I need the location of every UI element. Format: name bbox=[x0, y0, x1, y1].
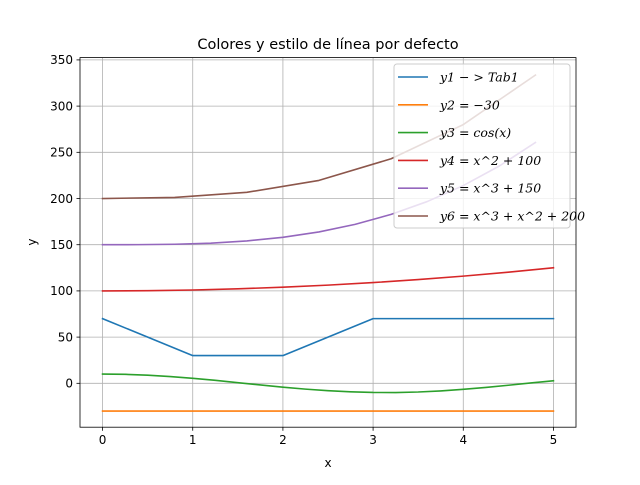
series-line-3 bbox=[101, 373, 555, 394]
legend-label-5: y5 = x^3 + 150 bbox=[439, 181, 541, 196]
y-tick-label: 350 bbox=[50, 53, 73, 67]
legend-box bbox=[393, 63, 571, 229]
y-axis-ticks: 0 50 100 150 200 250 300 350 bbox=[50, 53, 80, 391]
x-tick-label: 4 bbox=[459, 433, 467, 447]
x-tick-label: 1 bbox=[189, 433, 197, 447]
legend-label-6: y6 = x^3 + x^2 + 200 bbox=[439, 209, 585, 224]
y-tick-label: 250 bbox=[50, 146, 73, 160]
x-tick-label: 5 bbox=[550, 433, 558, 447]
x-axis-label: x bbox=[324, 456, 331, 470]
y-tick-label: 200 bbox=[50, 192, 73, 206]
legend-label-1: y1 − > Tab1 bbox=[439, 70, 519, 85]
legend-label-3: y3 = cos(x) bbox=[439, 125, 511, 140]
legend-label-4: y4 = x^2 + 100 bbox=[439, 153, 541, 168]
legend-label-2: y2 = −30 bbox=[439, 97, 500, 112]
y-tick-label: 100 bbox=[50, 284, 73, 298]
x-tick-label: 3 bbox=[369, 433, 377, 447]
chart-title: Colores y estilo de línea por defecto bbox=[197, 37, 458, 53]
y-tick-label: 150 bbox=[50, 238, 73, 252]
series-line-1 bbox=[101, 317, 555, 357]
x-tick-label: 0 bbox=[99, 433, 107, 447]
y-tick-label: 50 bbox=[58, 330, 73, 344]
y-axis-label: y bbox=[25, 238, 39, 245]
y-tick-label: 300 bbox=[50, 99, 73, 113]
plot-frame bbox=[79, 57, 577, 428]
series-line-4 bbox=[101, 266, 555, 292]
x-axis-ticks: 0 1 2 3 4 5 bbox=[99, 427, 558, 447]
y-tick-label: 0 bbox=[65, 377, 73, 391]
x-tick-label: 2 bbox=[279, 433, 287, 447]
legend: y1 − > Tab1 y2 = −30 y3 = cos(x) y4 = x^2 +… bbox=[393, 63, 585, 229]
